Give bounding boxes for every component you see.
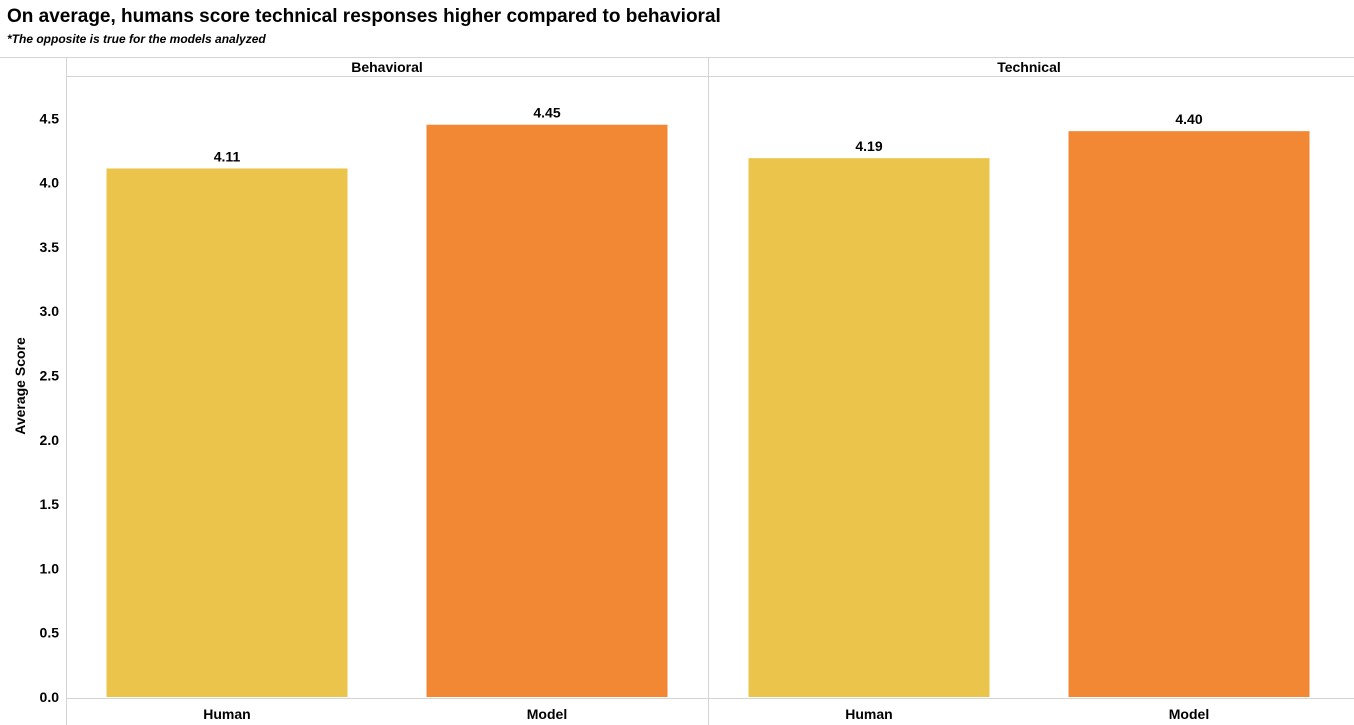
x-label-behavioral-model: Model (527, 706, 567, 722)
x-label-behavioral-human: Human (203, 706, 250, 722)
data-label-behavioral-human: 4.11 (214, 148, 241, 164)
y-axis-ticks: 0.0 0.5 1.0 1.5 2.0 2.5 3.0 3.5 4.0 4.5 (40, 110, 60, 705)
y-axis-title: Average Score (12, 337, 28, 435)
chart-subtitle: *The opposite is true for the models ana… (7, 32, 266, 46)
panel-header-technical: Technical (997, 59, 1061, 75)
y-tick-label: 0.0 (40, 689, 60, 705)
data-label-technical-human: 4.19 (855, 138, 882, 154)
bar-technical-model (1068, 131, 1310, 697)
x-label-technical-human: Human (845, 706, 892, 722)
data-label-behavioral-model: 4.45 (533, 105, 560, 121)
y-tick-label: 4.5 (40, 110, 60, 126)
y-tick-label: 4.0 (40, 175, 60, 191)
data-label-technical-model: 4.40 (1175, 111, 1202, 127)
bar-behavioral-model (426, 124, 668, 698)
y-tick-label: 3.0 (40, 303, 60, 319)
chart-title: On average, humans score technical respo… (7, 6, 721, 27)
bar-behavioral-human (106, 168, 348, 698)
y-tick-label: 2.5 (40, 368, 60, 384)
bar-technical-human (748, 158, 990, 697)
x-label-technical-model: Model (1169, 706, 1209, 722)
y-tick-label: 2.0 (40, 432, 60, 448)
panel-header-behavioral: Behavioral (351, 59, 423, 75)
y-tick-label: 3.5 (40, 239, 60, 255)
y-tick-label: 1.0 (40, 560, 60, 576)
y-tick-label: 0.5 (40, 625, 60, 641)
y-tick-label: 1.5 (40, 496, 60, 512)
